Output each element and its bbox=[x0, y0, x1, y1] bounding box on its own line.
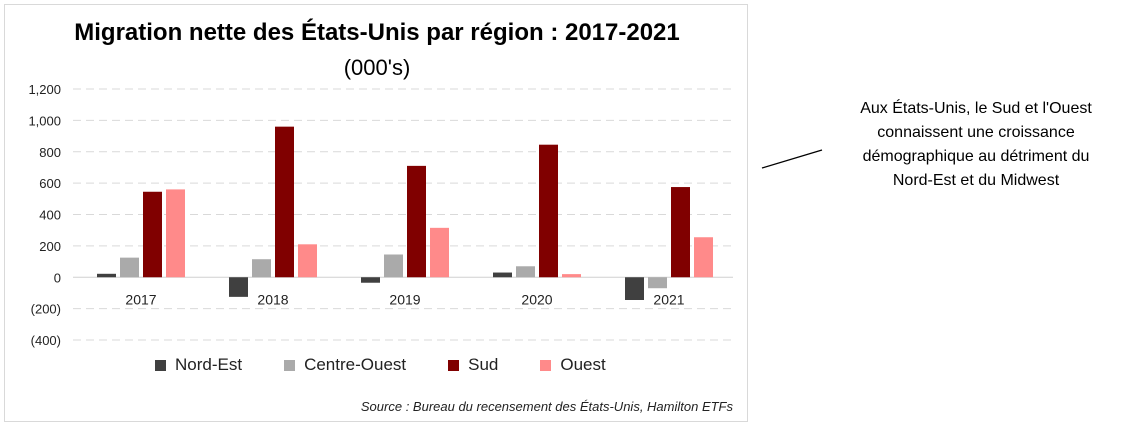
annotation-text: Aux États-Unis, le Sud et l'Ouest connai… bbox=[830, 97, 1122, 193]
legend-label-nord-est: Nord-Est bbox=[175, 355, 243, 374]
bar-ouest-2017 bbox=[166, 189, 185, 278]
bar-ouest-2021 bbox=[694, 237, 713, 278]
chart-subtitle: (000's) bbox=[343, 55, 411, 80]
y-tick-label: 200 bbox=[39, 239, 61, 254]
bar-nord-est-2021 bbox=[625, 277, 644, 300]
annotation-line: Nord-Est et du Midwest bbox=[892, 172, 1060, 189]
legend-label-ouest: Ouest bbox=[560, 355, 606, 374]
chart-source: Source : Bureau du recensement des États… bbox=[360, 399, 733, 414]
bar-ouest-2018 bbox=[298, 244, 317, 278]
x-tick-label: 2018 bbox=[257, 291, 288, 307]
legend-swatch-sud bbox=[448, 359, 460, 371]
legend-swatch-nord-est bbox=[155, 359, 166, 371]
y-tick-label: 1,000 bbox=[28, 113, 61, 128]
bar-nord-est-2017 bbox=[97, 273, 116, 278]
legend-swatch-ouest bbox=[540, 359, 552, 371]
bar-centre-ouest-2017 bbox=[120, 257, 139, 278]
bar-centre-ouest-2020 bbox=[516, 266, 535, 278]
legend-swatch-centre-ouest bbox=[284, 359, 296, 371]
x-tick-label: 2021 bbox=[653, 291, 684, 307]
legend-item-ouest: Ouest bbox=[540, 355, 606, 375]
y-tick-label: 400 bbox=[39, 208, 61, 223]
bar-sud-2020 bbox=[539, 144, 558, 278]
bar-nord-est-2020 bbox=[493, 272, 512, 278]
chart-container: Migration nette des États-Unis par régio… bbox=[4, 4, 748, 422]
x-tick-label: 2020 bbox=[521, 291, 552, 307]
legend-item-nord-est: Nord-Est bbox=[155, 355, 242, 375]
bar-centre-ouest-2018 bbox=[252, 259, 271, 278]
bar-chart-plot: 1,200 1,000 800 600 400 200 0 (200) (400) 2017 201… bbox=[28, 82, 733, 348]
bar-centre-ouest-2021 bbox=[648, 277, 667, 289]
chart-title: Migration nette des États-Unis par régio… bbox=[74, 19, 680, 46]
y-tick-label: 0 bbox=[54, 270, 61, 285]
callout-line bbox=[761, 149, 823, 169]
bar-nord-est-2018 bbox=[229, 277, 248, 297]
bar-nord-est-2019 bbox=[361, 277, 380, 283]
legend-item-sud: Sud bbox=[448, 355, 498, 375]
y-tick-label: (200) bbox=[31, 302, 61, 317]
annotation-line: Aux États-Unis, le Sud et l'Ouest bbox=[860, 100, 1092, 117]
bar-sud-2017 bbox=[143, 191, 162, 278]
legend-item-centre-ouest: Centre-Ouest bbox=[284, 355, 406, 375]
legend-label-centre-ouest: Centre-Ouest bbox=[304, 355, 407, 374]
bar-sud-2019 bbox=[407, 165, 426, 278]
bar-sud-2021 bbox=[671, 187, 690, 278]
y-tick-label: 600 bbox=[39, 176, 61, 191]
x-tick-label: 2017 bbox=[125, 291, 156, 307]
bar-sud-2018 bbox=[275, 126, 294, 278]
x-tick-label: 2019 bbox=[389, 291, 420, 307]
bar-centre-ouest-2019 bbox=[384, 254, 403, 278]
bar-ouest-2020 bbox=[562, 274, 581, 278]
annotation-line: démographique au détriment du bbox=[862, 148, 1090, 165]
legend-label-sud: Sud bbox=[468, 355, 499, 374]
chart-legend: Nord-Est Centre-Ouest Sud Ouest bbox=[155, 353, 715, 377]
bar-ouest-2019 bbox=[430, 227, 449, 278]
annotation-line: connaissent une croissance bbox=[877, 124, 1075, 141]
y-tick-label: (400) bbox=[31, 333, 61, 348]
y-tick-label: 800 bbox=[39, 145, 61, 160]
y-tick-label: 1,200 bbox=[28, 82, 61, 97]
